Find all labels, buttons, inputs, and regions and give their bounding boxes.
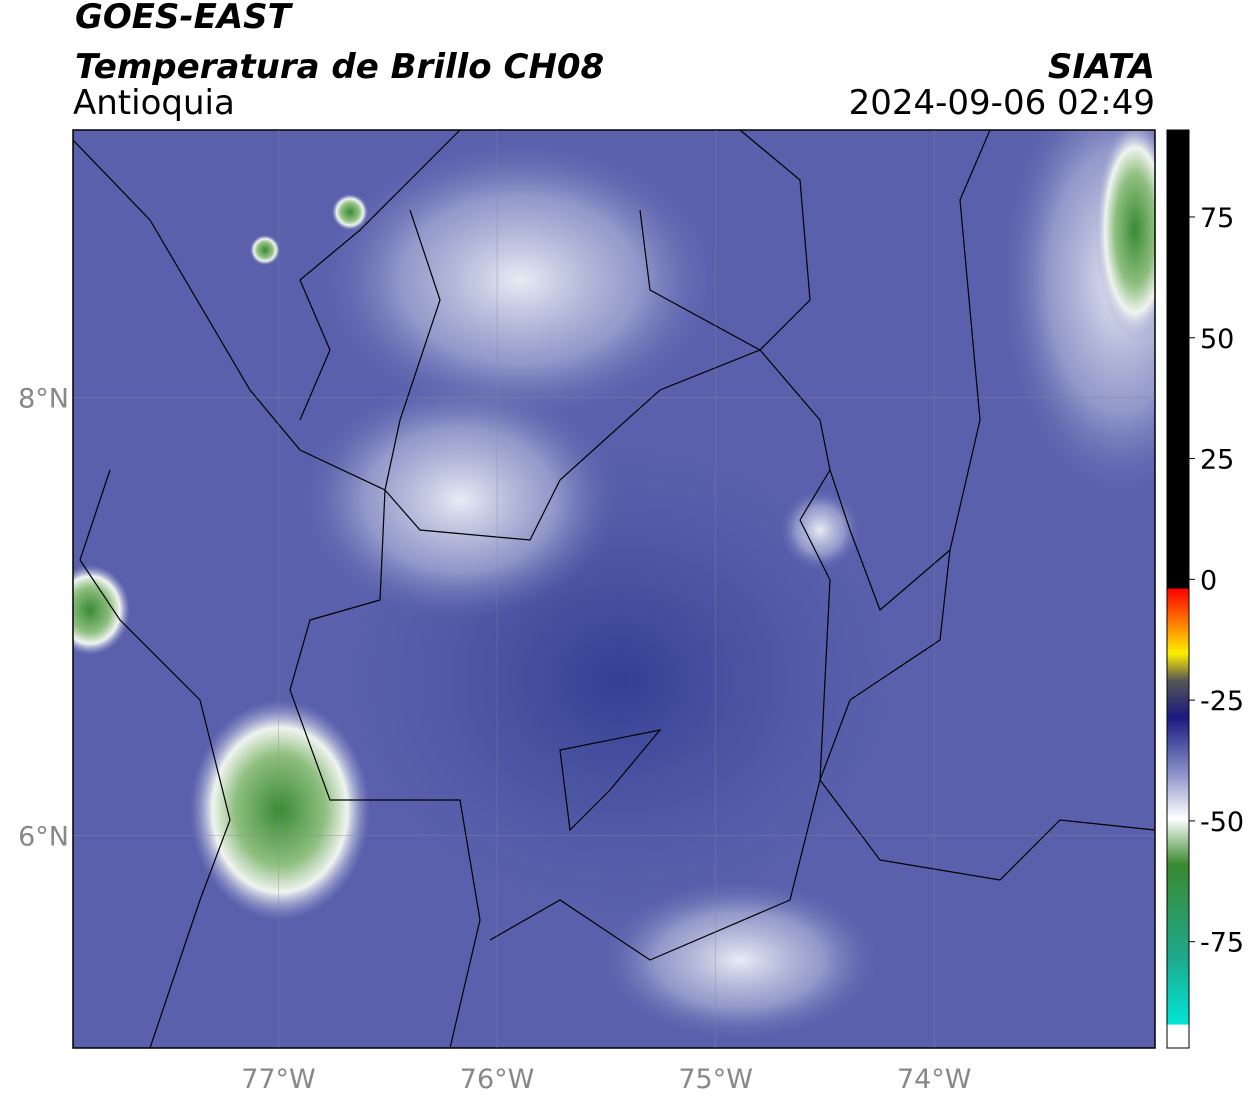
x-tick-label: 77°W [241, 1064, 316, 1095]
x-tick-label: 75°W [678, 1064, 753, 1095]
x-tick-label: 74°W [897, 1064, 972, 1095]
colorbar-tick-label: 0 [1200, 565, 1217, 596]
imagery [73, 130, 1155, 1048]
colorbar-tick-label: -50 [1200, 807, 1244, 838]
datetime: 2024-09-06 02:49 [849, 83, 1155, 123]
colorbar-tick-label: 75 [1200, 203, 1234, 234]
region: Antioquia [73, 83, 235, 123]
title: GOES-EAST [75, 0, 294, 37]
colorbar-tick-label: 50 [1200, 324, 1234, 355]
colorbar-tick-label: -25 [1200, 686, 1244, 717]
y-tick-label: 8°N [18, 383, 69, 414]
subtitle: Temperatura de Brillo CH08 [75, 47, 604, 87]
map-frame [72, 129, 1156, 1049]
colorbar [1166, 129, 1190, 1049]
x-tick-label: 76°W [460, 1064, 535, 1095]
source: SIATA [1048, 47, 1155, 87]
colorbar-tick-label: 25 [1200, 445, 1234, 476]
y-tick-label: 6°N [18, 821, 69, 852]
colorbar-tick-label: -75 [1200, 928, 1244, 959]
